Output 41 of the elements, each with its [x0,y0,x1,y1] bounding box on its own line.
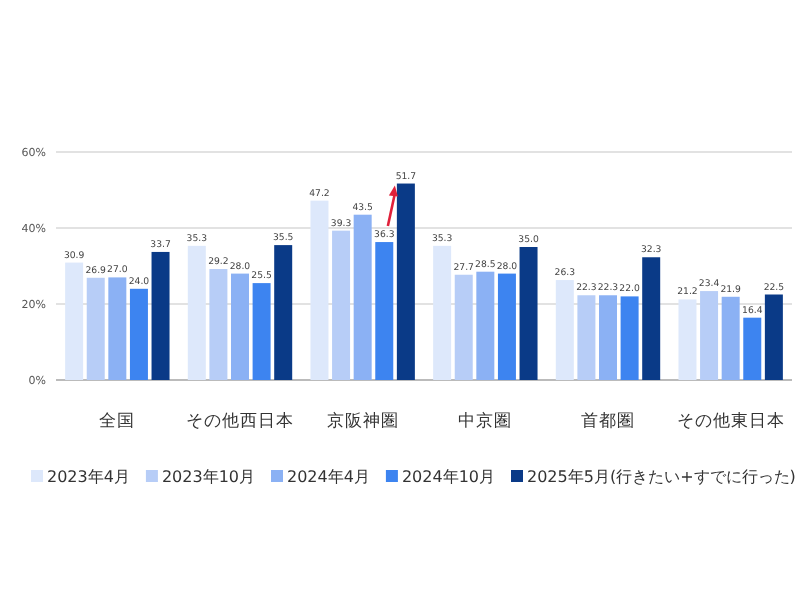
bar [599,295,617,380]
x-tick-label: その他東日本 [676,410,785,432]
bar [86,277,105,380]
bar [476,271,495,380]
legend-label: 2023年10月 [161,468,255,486]
x-tick-label: 首都圏 [581,410,635,432]
bar [700,291,719,380]
legend-label: 2024年4月 [287,468,370,486]
x-tick-label: 京阪神圏 [326,410,399,432]
bar [519,247,538,380]
bar [274,245,293,380]
bar [187,245,206,380]
bar [231,273,249,380]
bar [721,296,740,380]
legend-label: 2023年4月 [47,468,130,486]
x-tick-label: 全国 [99,410,136,432]
bar [555,280,574,380]
bar [396,183,415,380]
bar [310,200,329,380]
x-tick-label: その他西日本 [186,410,294,432]
bar [65,262,84,380]
bar [497,273,516,380]
bar [620,296,639,380]
bar [151,251,170,380]
bar [332,230,351,380]
bar [764,294,783,380]
bar [577,295,596,380]
legend-label: 2024年10月 [401,468,495,486]
bar [353,214,372,380]
x-tick-label: 中京圏 [458,410,513,432]
bar [375,242,394,380]
bar [743,317,762,380]
bar [108,277,127,380]
bar [252,283,271,380]
bar [129,288,148,380]
bar [433,245,452,380]
bar [678,299,697,380]
legend-label: 2025年5月(行きたい+すでに行った) [527,468,796,486]
bar [209,269,228,380]
bar [454,274,473,380]
bar [642,257,661,380]
